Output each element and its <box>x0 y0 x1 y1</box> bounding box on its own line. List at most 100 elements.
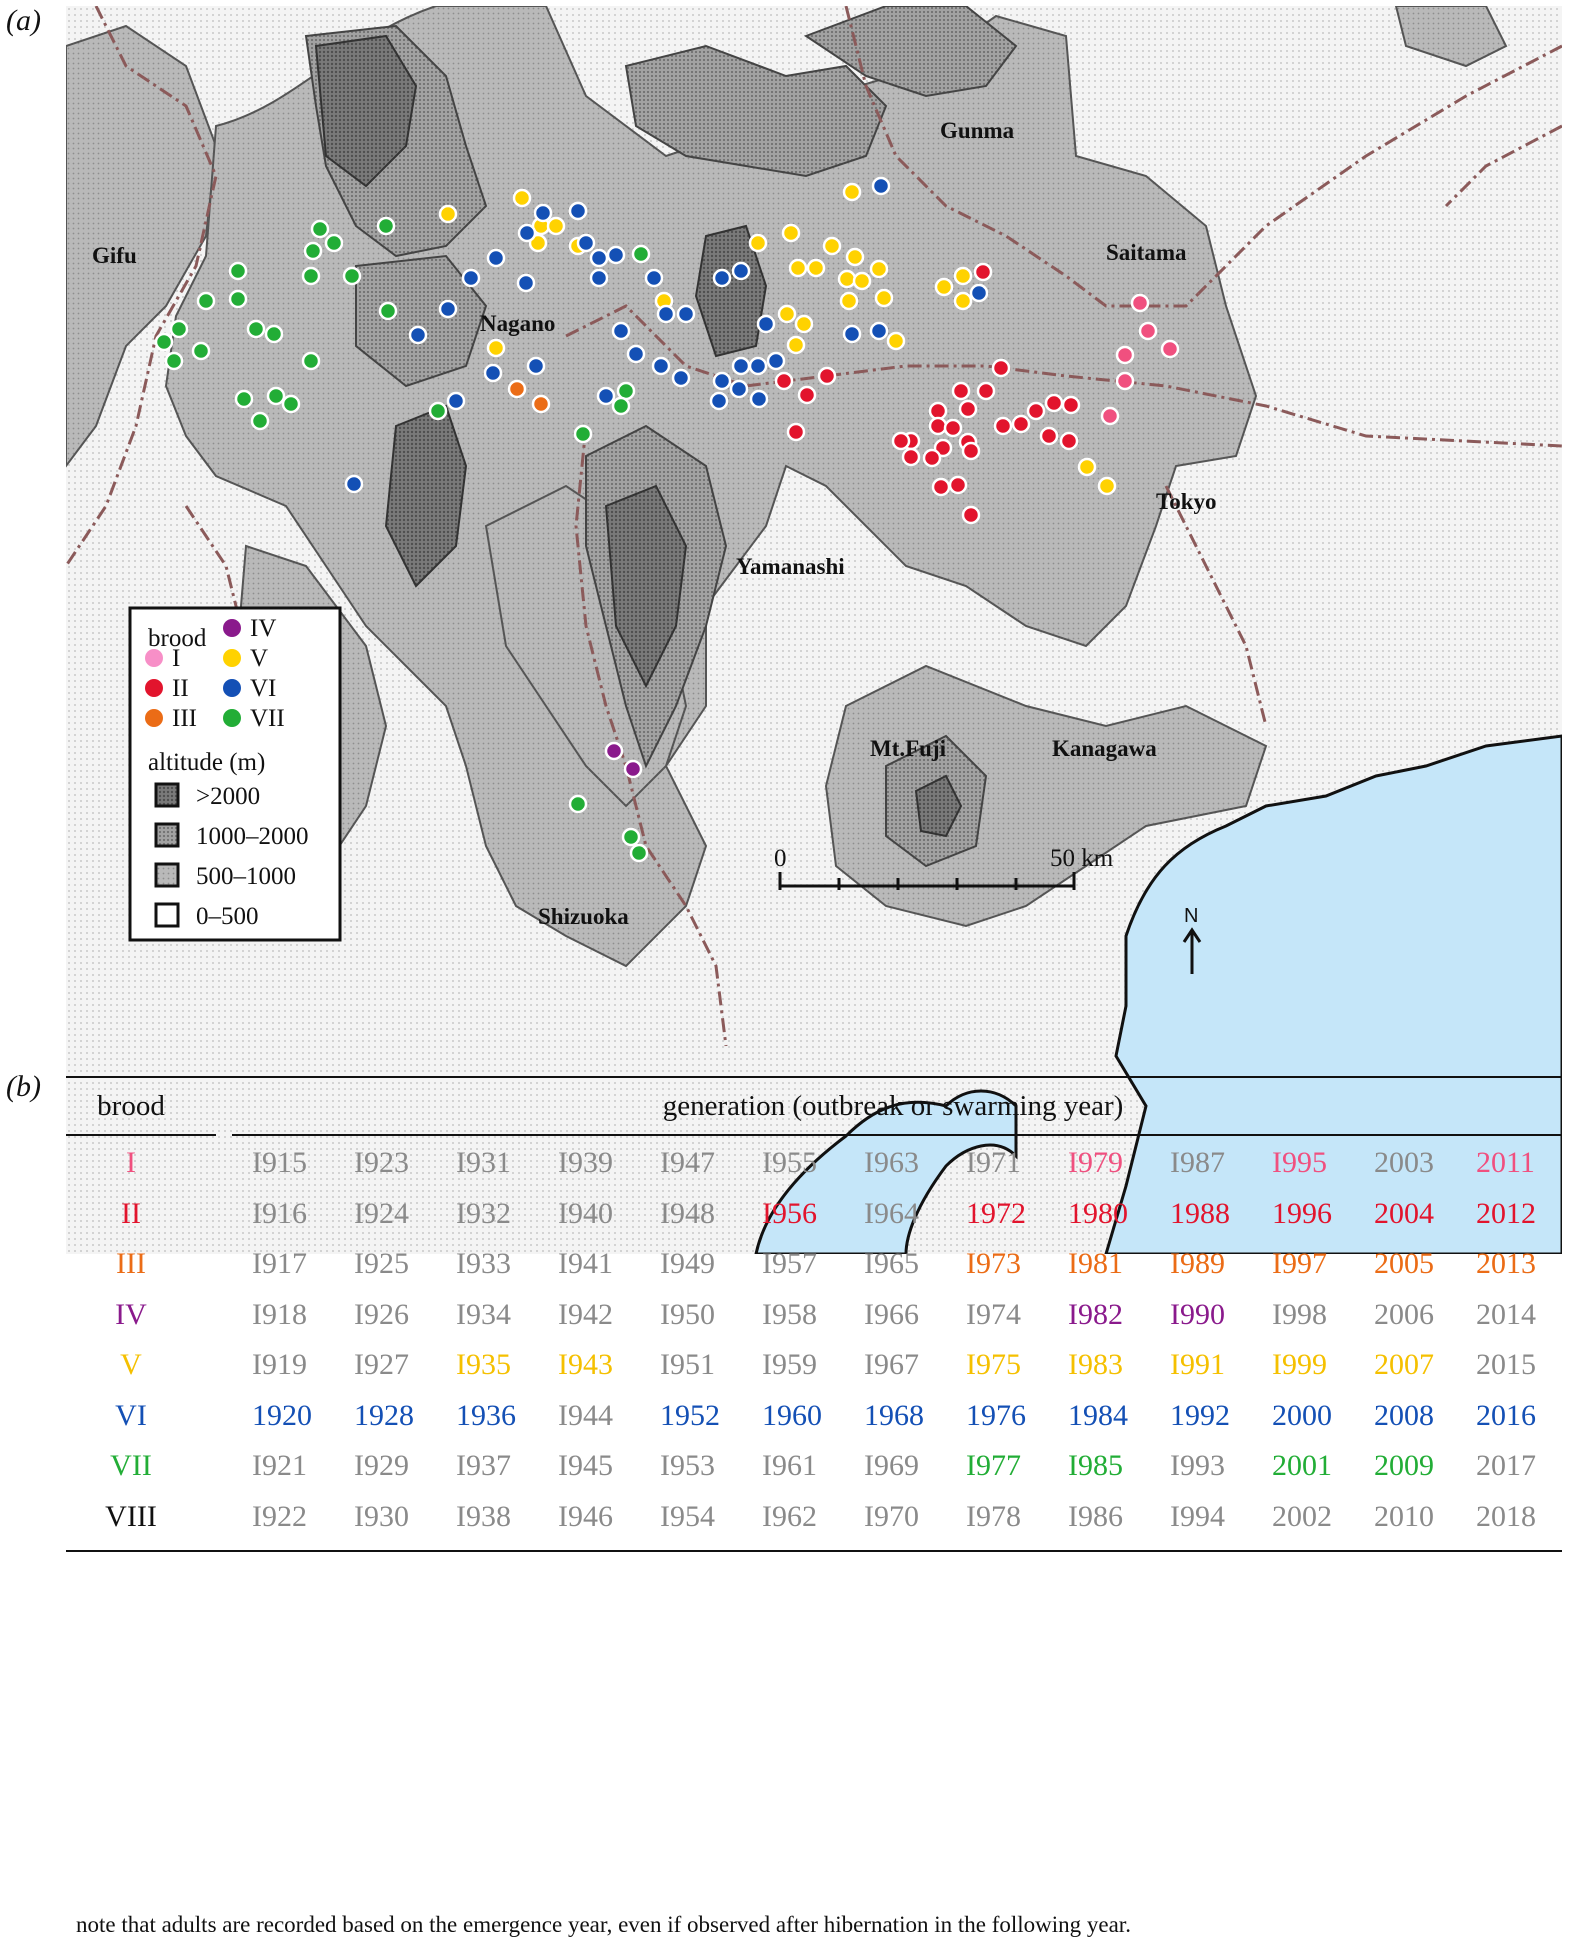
brood-vi-marker <box>517 223 537 243</box>
generation-year: 2017 <box>1476 1449 1536 1482</box>
generation-year: 1960 <box>762 1398 822 1432</box>
brood-vii-marker <box>428 401 448 421</box>
panel-label-b: (b) <box>6 1070 41 1103</box>
generation-year: I929 <box>354 1449 409 1482</box>
generation-year: I955 <box>762 1146 817 1179</box>
brood-vii-marker <box>196 291 216 311</box>
brood-vi-marker <box>709 391 729 411</box>
legend-brood-v-label: V <box>250 645 268 672</box>
brood-v-marker <box>874 288 894 308</box>
brood-ii-marker <box>961 441 981 461</box>
brood-vi-marker <box>486 248 506 268</box>
brood-vi-marker <box>731 356 751 376</box>
brood-vii-marker <box>324 233 344 253</box>
brood-ii-marker <box>774 371 794 391</box>
generation-year: 2011 <box>1476 1146 1535 1179</box>
brood-vi-marker <box>576 233 596 253</box>
generation-year: 2001 <box>1272 1449 1332 1482</box>
legend-brood-vii-dot <box>223 709 241 727</box>
brood-vi-marker <box>766 351 786 371</box>
generation-year: I998 <box>1272 1297 1327 1331</box>
generation-year: I939 <box>558 1146 613 1179</box>
generation-year: I942 <box>558 1297 613 1331</box>
brood-generation-table: brood generation (outbreak or swarming y… <box>66 1076 1562 1636</box>
brood-v-marker <box>777 304 797 324</box>
brood-ii-marker <box>817 366 837 386</box>
brood-vi-marker <box>756 314 776 334</box>
generation-year: I917 <box>252 1247 307 1280</box>
brood-vii-marker <box>573 424 593 444</box>
brood-vi-marker <box>461 268 481 288</box>
brood-v-marker <box>781 223 801 243</box>
legend-brood-iv-label: IV <box>250 615 276 642</box>
brood-vi-marker <box>408 325 428 345</box>
brood-vi-marker <box>589 248 609 268</box>
generation-year: I986 <box>1068 1499 1123 1533</box>
brood-name: V <box>120 1348 142 1381</box>
brood-vi-marker <box>969 283 989 303</box>
brood-vii-marker <box>246 319 266 339</box>
generation-year: I946 <box>558 1499 613 1533</box>
generation-year: 2007 <box>1374 1348 1434 1381</box>
legend-alt-1: 1000–2000 <box>196 823 309 850</box>
brood-name: II <box>121 1196 141 1230</box>
label-tokyo: Tokyo <box>1156 489 1217 514</box>
generation-year: I934 <box>456 1297 511 1331</box>
generation-year: 1928 <box>354 1398 414 1432</box>
brood-header: brood <box>97 1090 165 1122</box>
legend-brood-title: brood <box>148 625 207 652</box>
generation-year: 2012 <box>1476 1196 1536 1230</box>
brood-name: IV <box>115 1297 147 1331</box>
brood-row-vii: VII I921 I929 I937 I945 I953 I961 I969 I977 I985 I… <box>66 1449 1562 1509</box>
generation-year: I990 <box>1170 1297 1225 1331</box>
north-arrow-icon <box>1182 927 1202 974</box>
generation-year: I966 <box>864 1297 919 1331</box>
brood-v-marker <box>845 247 865 267</box>
bottom-rule <box>66 1550 1562 1552</box>
brood-i-marker <box>1115 345 1135 365</box>
generation-year: I983 <box>1068 1348 1123 1381</box>
brood-ii-marker <box>901 447 921 467</box>
brood-vi-marker <box>871 176 891 196</box>
brood-i-marker <box>1100 406 1120 426</box>
legend-alt-2: 500–1000 <box>196 863 296 890</box>
brood-iii-marker <box>507 379 527 399</box>
brood-v-marker <box>1097 476 1117 496</box>
label-saitama: Saitama <box>1106 240 1187 265</box>
brood-ii-marker <box>1026 401 1046 421</box>
generation-year: I994 <box>1170 1499 1225 1533</box>
brood-v-marker <box>839 291 859 311</box>
generation-year: I978 <box>966 1499 1021 1533</box>
brood-vi-marker <box>748 356 768 376</box>
brood-vii-marker <box>631 244 651 264</box>
generation-year: I995 <box>1272 1146 1327 1179</box>
generation-year: 2016 <box>1476 1398 1536 1432</box>
brood-vi-marker <box>568 201 588 221</box>
legend-brood-vi-dot <box>223 679 241 697</box>
brood-ii-marker <box>891 431 911 451</box>
generation-year: 2010 <box>1374 1499 1434 1533</box>
legend-brood-ii-label: II <box>172 675 189 702</box>
generation-year: I916 <box>252 1196 307 1230</box>
generation-year: I974 <box>966 1297 1021 1331</box>
generation-year: I930 <box>354 1499 409 1533</box>
generation-year: 2018 <box>1476 1499 1536 1533</box>
generation-header: generation (outbreak or swarming year) <box>662 1090 1124 1122</box>
generation-year: 1988 <box>1170 1196 1230 1230</box>
brood-v-marker <box>1077 457 1097 477</box>
brood-vii-marker <box>376 216 396 236</box>
brood-vi-marker <box>656 304 676 324</box>
generation-year: I956 <box>762 1196 817 1230</box>
generation-year: I969 <box>864 1449 919 1482</box>
generation-year: I979 <box>1068 1146 1123 1179</box>
sea <box>754 734 1562 1254</box>
swatch-0-500 <box>154 902 180 928</box>
brood-v-marker <box>512 188 532 208</box>
brood-row-vi: VI 1920 1928 1936 I944 1952 1960 1968 1976 1984 19… <box>66 1399 1562 1459</box>
brood-ii-marker <box>1061 395 1081 415</box>
generation-year: I935 <box>456 1348 511 1381</box>
generation-year: I921 <box>252 1449 307 1482</box>
brood-iv-marker <box>623 759 643 779</box>
generation-year: I970 <box>864 1499 919 1533</box>
brood-vii-marker <box>281 394 301 414</box>
